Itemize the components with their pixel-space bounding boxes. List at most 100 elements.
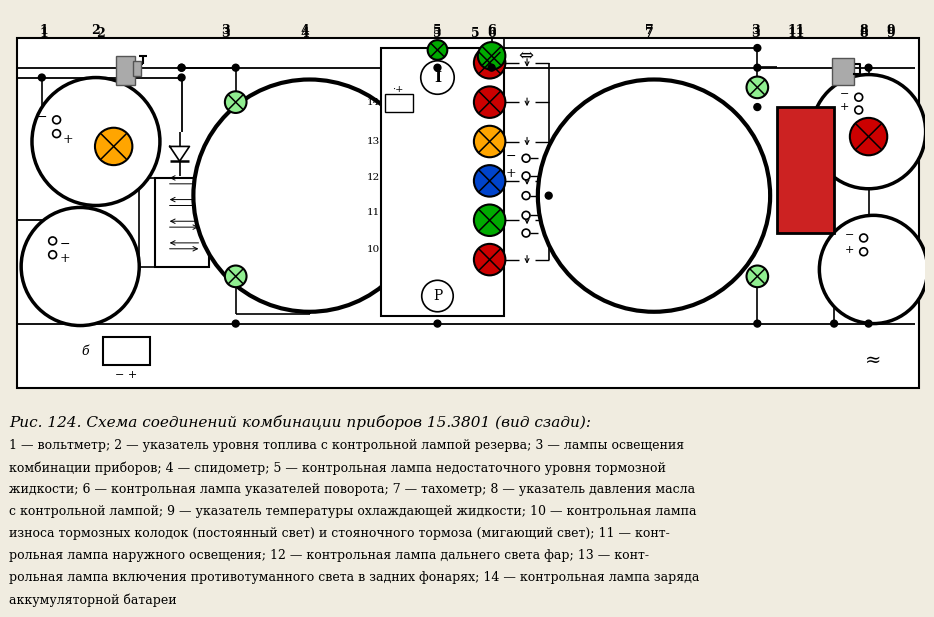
Circle shape (830, 320, 838, 327)
Bar (134, 61, 141, 75)
Text: 9: 9 (886, 24, 895, 37)
Text: 2: 2 (92, 24, 100, 37)
Text: +: + (506, 167, 517, 181)
Text: −: − (36, 112, 47, 125)
Text: 11: 11 (788, 27, 805, 39)
Text: ·+: ·+ (392, 85, 403, 94)
Circle shape (754, 44, 761, 51)
Circle shape (754, 104, 761, 110)
Circle shape (522, 172, 530, 180)
Text: −: − (59, 238, 70, 251)
Circle shape (865, 64, 872, 71)
Circle shape (545, 193, 552, 199)
Circle shape (859, 248, 868, 255)
Circle shape (52, 116, 61, 124)
Circle shape (49, 251, 57, 259)
Text: 5: 5 (433, 27, 442, 39)
Circle shape (819, 215, 927, 323)
Text: комбинации приборов; 4 — спидометр; 5 — контрольная лампа недостаточного уровня : комбинации приборов; 4 — спидометр; 5 — … (9, 461, 666, 474)
Text: 1: 1 (39, 27, 49, 39)
Circle shape (21, 207, 139, 326)
Circle shape (178, 64, 185, 71)
Circle shape (95, 128, 133, 165)
Text: аккумуляторной батареи: аккумуляторной батареи (9, 593, 177, 607)
Circle shape (474, 244, 505, 275)
Text: 8: 8 (859, 27, 868, 39)
Text: +: + (59, 252, 70, 265)
Text: с контрольной лампой; 9 — указатель температуры охлаждающей жидкости; 10 — контр: с контрольной лампой; 9 — указатель темп… (9, 505, 697, 518)
Circle shape (474, 86, 505, 118)
Text: − +: − + (115, 370, 137, 380)
Bar (155, 178, 209, 267)
Bar (381, 48, 504, 316)
Text: +: + (841, 102, 850, 112)
Circle shape (225, 265, 247, 287)
Text: 6: 6 (488, 27, 496, 39)
Text: 4: 4 (300, 27, 309, 39)
Circle shape (478, 42, 505, 70)
Circle shape (474, 47, 505, 78)
Circle shape (434, 64, 441, 71)
Text: рольная лампа наружного освещения; 12 — контрольная лампа дальнего света фар; 13: рольная лампа наружного освещения; 12 — … (9, 549, 649, 562)
Text: жидкости; 6 — контрольная лампа указателей поворота; 7 — тахометр; 8 — указатель: жидкости; 6 — контрольная лампа указател… (9, 483, 696, 496)
Bar (116, 56, 135, 85)
Circle shape (178, 74, 185, 81)
Text: 8: 8 (859, 24, 868, 37)
Text: 3: 3 (751, 24, 759, 37)
Circle shape (428, 40, 447, 60)
Circle shape (812, 75, 926, 189)
Circle shape (434, 320, 441, 327)
Circle shape (52, 130, 61, 138)
Text: 1: 1 (39, 24, 49, 37)
Text: 12: 12 (367, 173, 380, 183)
Circle shape (538, 80, 771, 312)
Text: +: + (845, 245, 855, 255)
Circle shape (233, 64, 239, 71)
Text: 7: 7 (644, 24, 654, 37)
Text: 7: 7 (644, 27, 654, 39)
Circle shape (522, 212, 530, 219)
Circle shape (225, 91, 247, 113)
Bar (103, 337, 150, 365)
Text: I: I (434, 70, 441, 85)
Text: 5: 5 (471, 27, 479, 39)
Text: 13: 13 (367, 137, 380, 146)
Text: 9: 9 (886, 27, 895, 39)
Text: Рис. 124. Схема соединений комбинации приборов 15.3801 (вид сзади):: Рис. 124. Схема соединений комбинации пр… (9, 415, 591, 430)
Circle shape (855, 93, 863, 101)
Text: 11: 11 (788, 24, 805, 37)
Text: −: − (506, 150, 517, 163)
Circle shape (49, 237, 57, 245)
Circle shape (38, 74, 45, 81)
Circle shape (420, 61, 454, 94)
Text: −: − (845, 230, 855, 240)
Circle shape (754, 64, 761, 71)
Text: ⇔: ⇔ (518, 47, 533, 65)
Text: 4: 4 (300, 24, 309, 37)
Circle shape (850, 118, 887, 155)
Text: 10: 10 (367, 246, 380, 254)
Bar (832, 58, 854, 85)
Circle shape (233, 320, 239, 327)
Circle shape (754, 320, 761, 327)
Text: 14: 14 (367, 97, 380, 107)
Text: ≈: ≈ (865, 352, 882, 370)
Circle shape (865, 320, 872, 327)
Circle shape (488, 64, 495, 71)
Text: 11: 11 (367, 208, 380, 217)
Circle shape (859, 234, 868, 242)
Text: рольная лампа включения противотуманного света в задних фонарях; 14 — контрольна: рольная лампа включения противотуманного… (9, 571, 700, 584)
Text: 6: 6 (488, 24, 496, 37)
Circle shape (522, 229, 530, 237)
Text: 3: 3 (221, 24, 230, 37)
Circle shape (32, 78, 160, 205)
Text: +: + (64, 133, 74, 146)
Text: износа тормозных колодок (постоянный свет) и стояночного тормоза (мигающий свет): износа тормозных колодок (постоянный све… (9, 527, 670, 540)
Text: 5: 5 (433, 24, 442, 37)
Text: P: P (432, 289, 442, 303)
Text: 3: 3 (751, 27, 759, 39)
Text: б: б (81, 345, 89, 358)
Circle shape (746, 265, 768, 287)
Text: 1 — вольтметр; 2 — указатель уровня топлива с контрольной лампой резерва; 3 — ла: 1 — вольтметр; 2 — указатель уровня топл… (9, 439, 685, 452)
Circle shape (474, 126, 505, 157)
